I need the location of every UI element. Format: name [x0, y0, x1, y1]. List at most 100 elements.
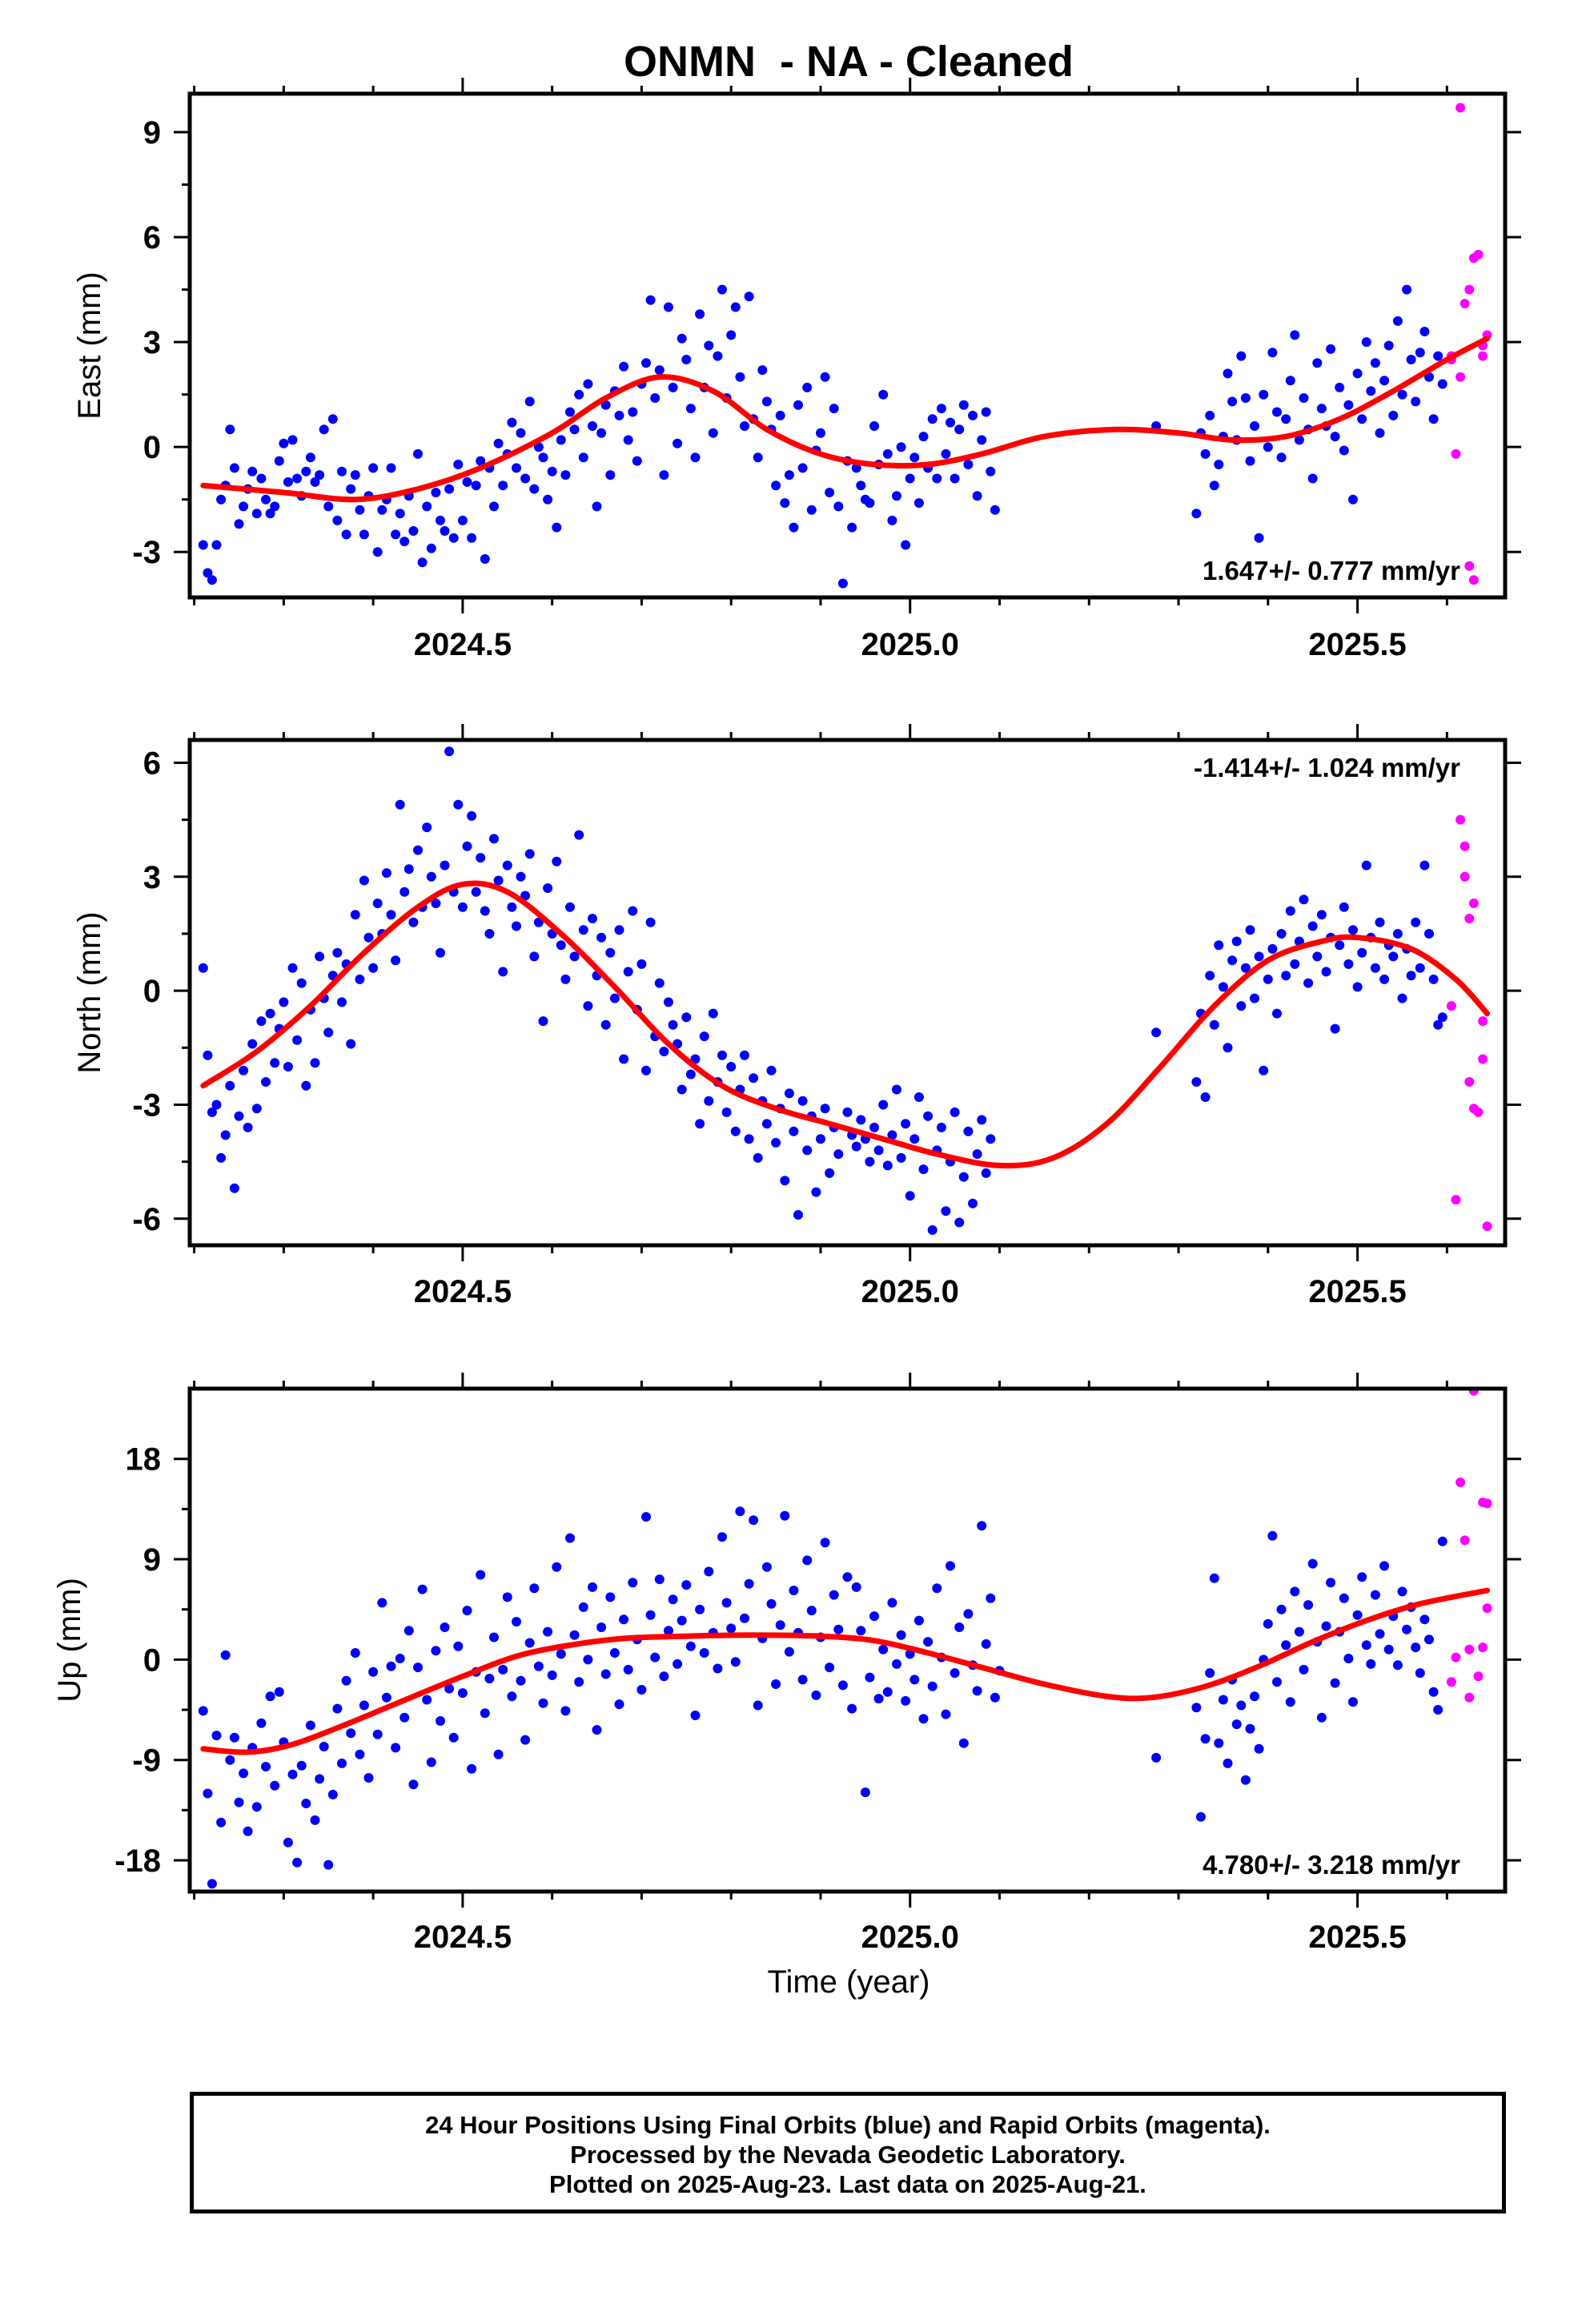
final-point: [641, 358, 651, 368]
final-point: [444, 746, 455, 757]
chart-title: ONMN - NA - Cleaned: [624, 38, 1074, 86]
final-point: [820, 1104, 830, 1114]
final-point: [198, 1706, 208, 1716]
final-point: [780, 1176, 790, 1186]
final-point: [1419, 327, 1430, 336]
final-point: [377, 1598, 387, 1608]
final-point: [426, 871, 436, 882]
final-point: [1245, 1723, 1255, 1734]
final-point: [623, 435, 633, 445]
final-point: [1200, 1092, 1211, 1102]
final-point: [793, 400, 803, 410]
final-point: [1348, 925, 1358, 935]
final-point: [422, 501, 432, 512]
rapid-point: [1473, 1671, 1484, 1682]
final-point: [489, 501, 499, 512]
final-point: [856, 1115, 866, 1125]
final-point: [315, 1774, 325, 1784]
final-point: [332, 515, 343, 525]
final-point: [1366, 1659, 1376, 1669]
final-point: [685, 1641, 696, 1651]
final-point: [413, 845, 423, 855]
final-point: [721, 1107, 732, 1117]
final-point: [239, 501, 249, 512]
final-point: [892, 1084, 901, 1095]
final-point: [842, 1107, 853, 1117]
final-point: [462, 476, 472, 487]
final-point: [847, 1703, 857, 1714]
final-point: [744, 1578, 754, 1589]
final-point: [878, 1644, 889, 1655]
final-point: [346, 1728, 356, 1739]
final-point: [632, 456, 642, 466]
final-point: [913, 1092, 924, 1102]
final-point: [588, 1582, 597, 1592]
final-point: [802, 382, 813, 392]
final-point: [247, 1039, 258, 1049]
x-tick-label: 2024.5: [414, 1274, 512, 1309]
final-point: [220, 1650, 231, 1660]
final-point: [757, 365, 768, 376]
final-point: [386, 910, 396, 920]
final-point: [569, 424, 580, 435]
final-point: [1392, 1660, 1403, 1671]
final-point: [565, 902, 575, 912]
final-point: [323, 1860, 334, 1870]
final-point: [882, 1160, 893, 1171]
final-point: [211, 1100, 222, 1110]
final-point: [453, 1641, 464, 1651]
final-point: [457, 515, 468, 525]
final-point: [1348, 1697, 1358, 1707]
final-point: [377, 505, 387, 515]
final-point: [1245, 925, 1255, 935]
final-point: [873, 1694, 884, 1704]
final-point: [645, 295, 656, 305]
final-point: [596, 1622, 607, 1632]
final-point: [816, 1134, 825, 1144]
final-point: [476, 1570, 486, 1580]
final-point: [1321, 967, 1331, 977]
final-point: [1370, 963, 1380, 973]
final-point: [247, 466, 258, 476]
final-point: [1415, 1668, 1425, 1679]
final-point: [292, 1857, 303, 1868]
final-point: [619, 361, 629, 372]
final-point: [1214, 940, 1224, 951]
plot-frame: [187, 1386, 1508, 1894]
final-point: [256, 473, 267, 484]
final-point: [417, 1584, 428, 1594]
panel-east: 2024.5 2025.0 2025.5 9 6 3 0 -3 East (mm) 1.647+/…: [72, 78, 1521, 662]
final-point: [524, 396, 535, 407]
final-point: [972, 491, 982, 501]
final-point: [1339, 1593, 1349, 1603]
y-tick-label: 6: [143, 220, 161, 255]
final-point: [1290, 330, 1300, 340]
final-point: [802, 1555, 813, 1566]
final-point: [1205, 971, 1215, 981]
final-point: [592, 1725, 602, 1735]
final-point: [685, 404, 696, 414]
final-point: [1254, 951, 1264, 962]
final-point: [529, 484, 540, 494]
final-point: [538, 452, 548, 463]
final-point: [802, 1145, 813, 1156]
final-point: [771, 1137, 781, 1148]
final-point: [261, 494, 271, 505]
final-point: [574, 389, 584, 400]
final-point: [1290, 959, 1300, 969]
final-point: [471, 480, 481, 491]
final-point: [1370, 358, 1380, 368]
final-point: [462, 841, 472, 851]
final-point: [552, 522, 562, 533]
final-point: [1200, 1734, 1211, 1744]
final-point: [761, 396, 772, 407]
final-point: [547, 1670, 557, 1680]
final-point: [359, 529, 369, 540]
final-point: [1299, 1664, 1309, 1675]
final-point: [690, 452, 701, 463]
final-point: [408, 1779, 419, 1790]
final-point: [730, 1126, 741, 1136]
final-point: [1343, 400, 1354, 410]
final-point: [645, 917, 656, 927]
final-point: [918, 1164, 929, 1175]
